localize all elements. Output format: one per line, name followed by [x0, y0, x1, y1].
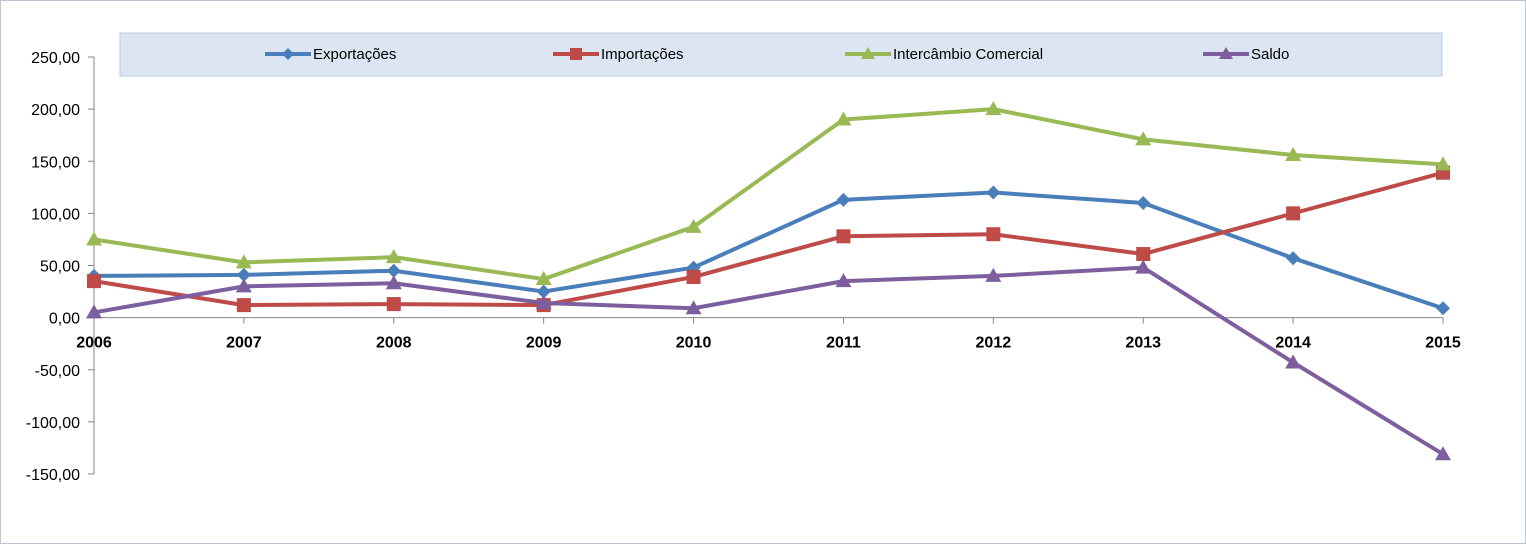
series-1-point — [386, 297, 401, 312]
series-0-point — [836, 192, 851, 207]
series-1-point — [1136, 247, 1151, 262]
y-tick-label: 100,00 — [31, 206, 80, 223]
legend-marker-1 — [570, 48, 582, 60]
legend-label: Intercâmbio Comercial — [893, 46, 1043, 63]
series-2-point — [1135, 131, 1152, 146]
series-2-point — [235, 254, 252, 269]
series-3-point — [685, 300, 702, 315]
series-3-point — [1285, 354, 1302, 369]
x-tick-label: 2008 — [376, 335, 412, 352]
series-0-point — [1436, 301, 1450, 316]
series-3-point — [985, 267, 1002, 282]
series-2-point — [835, 111, 852, 126]
series-3-point — [1435, 446, 1451, 461]
legend-label: Importações — [601, 46, 684, 63]
y-tick-label: 200,00 — [31, 102, 80, 119]
y-tick-label: 0,00 — [49, 311, 80, 328]
series-3-point — [535, 295, 552, 310]
y-tick-label: -150,00 — [26, 467, 80, 484]
series-2-point — [685, 218, 702, 233]
series-2-point — [1435, 156, 1451, 171]
series-1-point — [836, 229, 851, 244]
series-3-point — [835, 273, 852, 288]
legend-label: Exportações — [313, 46, 396, 63]
series-1-line — [93, 170, 1444, 308]
series-1-point — [986, 227, 1001, 242]
legend-marker-3 — [1219, 47, 1233, 59]
series-0-line — [93, 190, 1444, 311]
y-tick-label: 150,00 — [31, 154, 80, 171]
series-0-point — [236, 267, 251, 282]
x-tick-label: 2011 — [826, 335, 861, 352]
series-0-point — [1286, 251, 1301, 266]
x-tick-label: 2013 — [1125, 335, 1161, 352]
series-0-point — [386, 263, 401, 278]
series-2-line — [93, 107, 1444, 282]
x-tick-label: 2010 — [676, 335, 712, 352]
legend-marker-0 — [282, 48, 294, 60]
series-1-point — [1286, 206, 1301, 221]
series-3-line — [93, 265, 1445, 456]
x-tick-label: 2012 — [976, 335, 1012, 352]
series-2-point — [535, 271, 552, 286]
series-3-point — [385, 275, 402, 290]
x-tick-label: 2006 — [76, 335, 112, 352]
series-2-point — [1285, 146, 1302, 161]
y-tick-label: 50,00 — [40, 259, 80, 276]
series-2-point — [86, 231, 102, 246]
series-3-point — [235, 278, 252, 293]
series-1-point — [236, 298, 251, 313]
series-0-point — [536, 284, 551, 299]
x-tick-label: 2007 — [226, 335, 262, 352]
x-tick-label: 2014 — [1275, 335, 1311, 352]
legend-marker-2 — [861, 47, 875, 59]
series-0-point — [1136, 195, 1151, 210]
series-1-point — [87, 274, 101, 289]
y-tick-label: -50,00 — [35, 363, 80, 380]
series-1-point — [686, 269, 701, 284]
y-tick-label: 250,00 — [31, 50, 80, 67]
series-3-point — [1135, 259, 1152, 274]
series-3-point — [86, 304, 102, 319]
x-tick-label: 2015 — [1425, 335, 1461, 352]
x-tick-label: 2009 — [526, 335, 562, 352]
y-tick-label: -100,00 — [26, 415, 80, 432]
series-2-point — [985, 101, 1002, 116]
legend-label: Saldo — [1251, 46, 1289, 63]
series-0-point — [986, 185, 1001, 200]
series-2-point — [385, 249, 402, 264]
